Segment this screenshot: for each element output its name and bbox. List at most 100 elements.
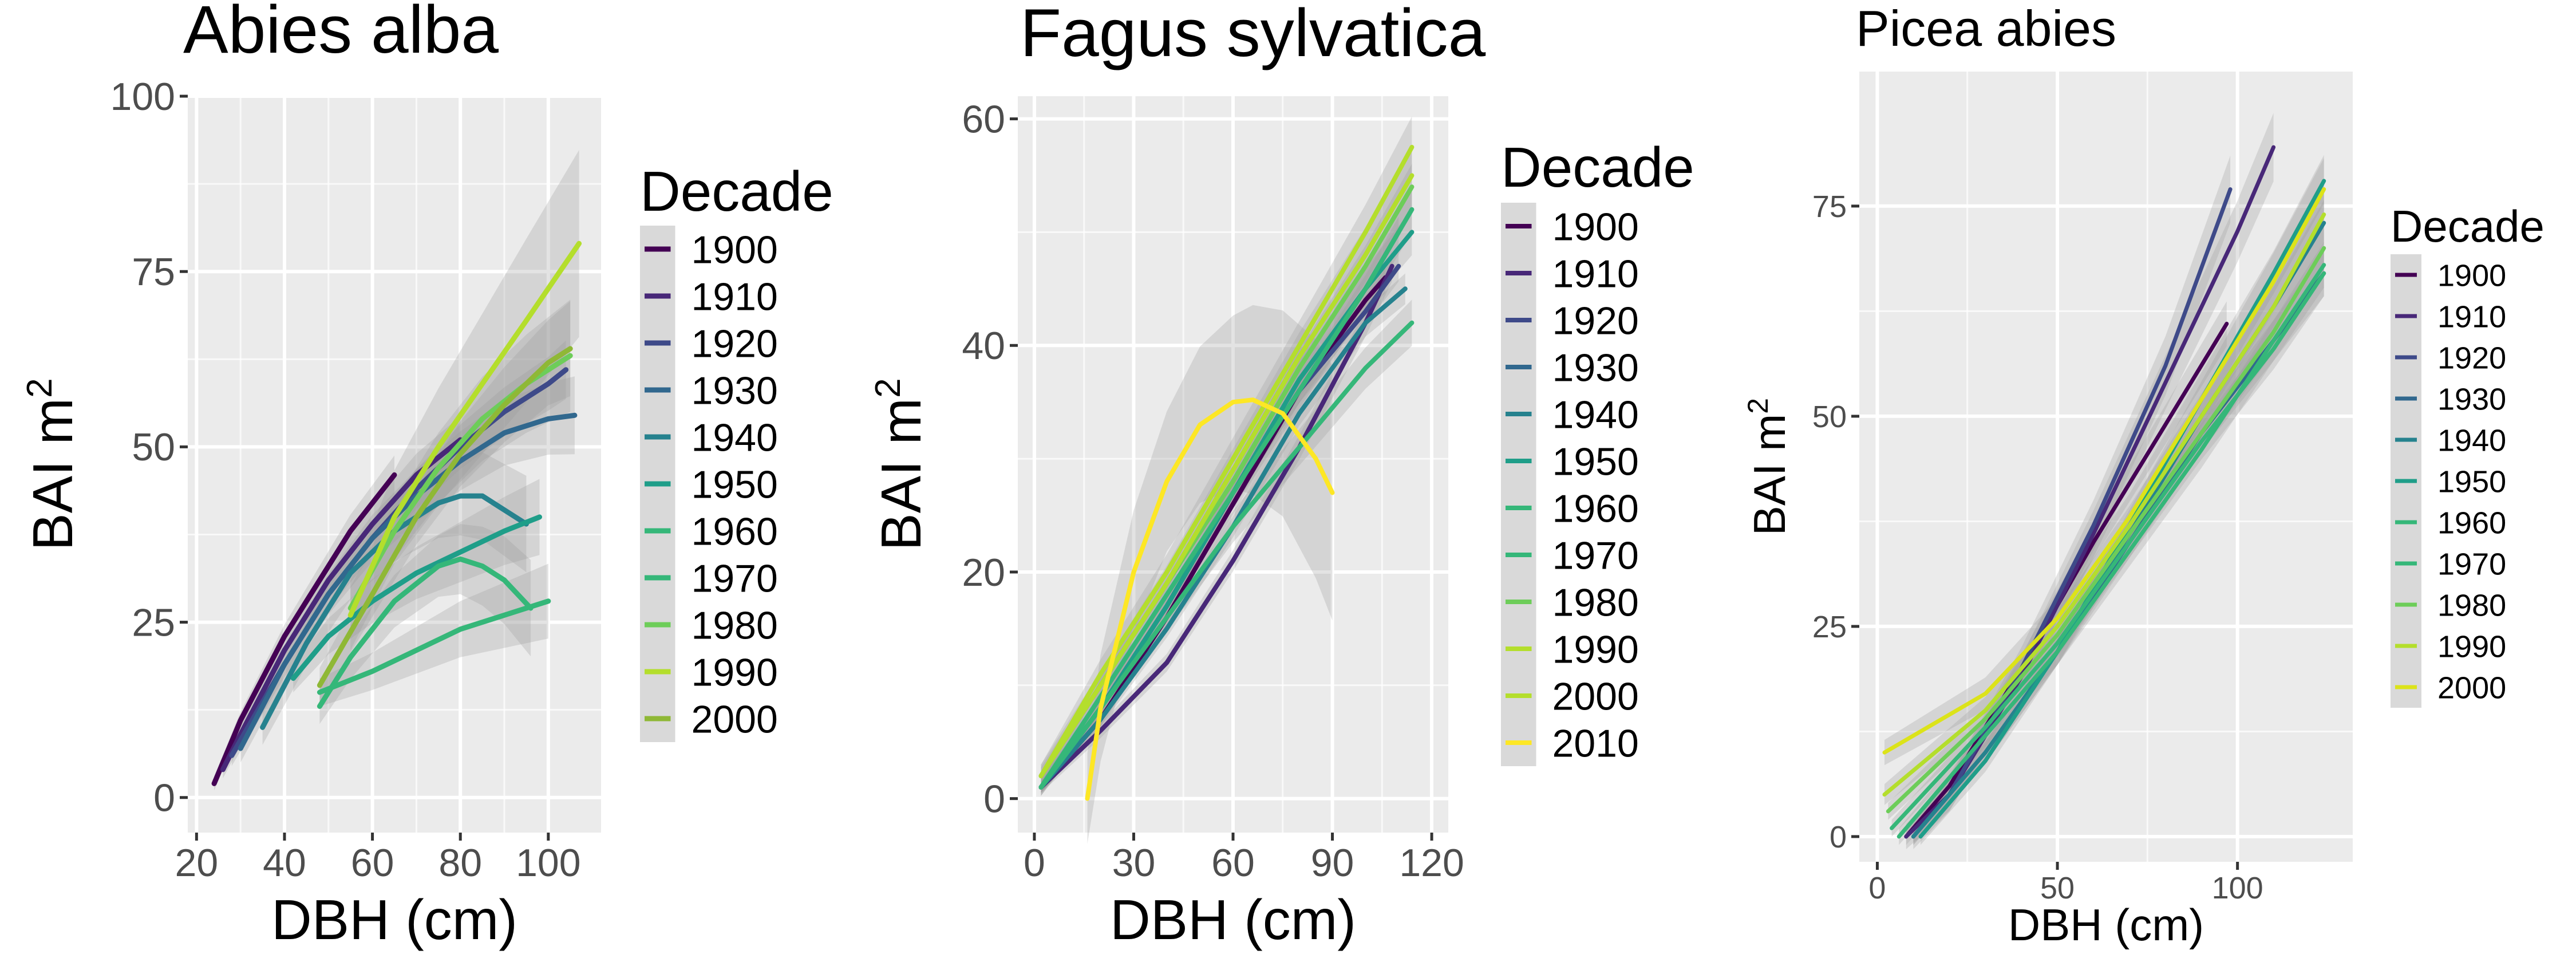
y-axis-title-superscript: 2 xyxy=(868,378,908,397)
series-line-1900 xyxy=(211,472,397,786)
legend-label-1920: 1920 xyxy=(692,322,778,365)
confidence-band-1980 xyxy=(350,299,571,629)
x-tick-label: 50 xyxy=(2040,871,2075,905)
confidence-band-1940 xyxy=(262,452,527,745)
series-lines xyxy=(1038,145,1415,801)
legend-label-1960: 1960 xyxy=(1552,487,1639,530)
y-axis-title-superscript: 2 xyxy=(1742,398,1774,414)
series-lines xyxy=(211,240,582,786)
gridlines xyxy=(188,94,601,833)
legend-label-1940: 1940 xyxy=(692,416,778,459)
legend-label-1910: 1910 xyxy=(2437,299,2506,334)
plot-background xyxy=(1859,72,2353,862)
x-tick-label: 30 xyxy=(1112,841,1156,885)
legend-label-1960: 1960 xyxy=(2437,506,2506,540)
y-tick-label: 50 xyxy=(132,425,175,469)
y-tick-label: 25 xyxy=(1812,610,1847,644)
panel-fagus-sylvatica: 0 30 60 90 120 0 20 40 60 Fagus sylvatica DBH (c… xyxy=(868,0,1694,951)
y-axis-title-text: BAI m xyxy=(21,398,84,551)
confidence-band-1940 xyxy=(1041,273,1405,793)
legend-label-1920: 1920 xyxy=(1552,299,1639,342)
series-line-2000 xyxy=(1882,187,2326,755)
series-line-1970 xyxy=(1038,207,1415,790)
series-line-1960 xyxy=(317,556,534,709)
series-line-1990 xyxy=(347,240,582,618)
legend-items: 1900191019201930194019501960197019801990… xyxy=(2391,254,2506,708)
confidence-band-1980 xyxy=(1041,164,1412,784)
confidence-band-1930 xyxy=(240,376,575,763)
legend-items: 1900191019201930194019501960197019801990… xyxy=(1501,203,1639,766)
legend-title: Decade xyxy=(640,160,833,223)
y-tick-label: 75 xyxy=(132,250,175,294)
y-axis-title: BAI m2 xyxy=(1742,398,1795,535)
legend-title: Decade xyxy=(1501,136,1694,199)
legend-label-2000: 2000 xyxy=(2437,671,2506,705)
legend: Decade 190019101920193019401950196019701… xyxy=(640,160,833,742)
y-tick-label: 25 xyxy=(132,601,175,644)
legend-label-1950: 1950 xyxy=(1552,440,1639,483)
legend-label-1980: 1980 xyxy=(2437,588,2506,622)
x-tick-label: 40 xyxy=(263,841,306,885)
series-line-1950 xyxy=(290,514,542,681)
tick-labels: 0 30 60 90 120 0 20 40 60 xyxy=(962,97,1464,884)
legend-label-1970: 1970 xyxy=(1552,534,1639,577)
series-line-2000 xyxy=(317,346,573,688)
legend-label-2000: 2000 xyxy=(1552,675,1639,718)
confidence-band-1900 xyxy=(214,455,394,791)
x-tick-label: 80 xyxy=(438,841,482,885)
legend: Decade 190019101920193019401950196019701… xyxy=(2391,201,2545,708)
legend-label-1930: 1930 xyxy=(1552,346,1639,389)
legend-label-1990: 1990 xyxy=(692,650,778,694)
y-tick-label: 0 xyxy=(153,776,175,820)
legend-label-1910: 1910 xyxy=(692,275,778,318)
x-tick-label: 20 xyxy=(175,841,219,885)
y-axis-title-text: BAI m xyxy=(1744,414,1795,535)
series-line-1990 xyxy=(1038,173,1415,779)
legend-label-1900: 1900 xyxy=(1552,205,1639,249)
legend: Decade 190019101920193019401950196019701… xyxy=(1501,136,1694,766)
legend-items: 1900191019201930194019501960197019801990… xyxy=(640,226,778,742)
series-line-2010 xyxy=(1085,397,1335,801)
legend-label-1900: 1900 xyxy=(692,228,778,271)
series-line-1990 xyxy=(1882,212,2326,797)
legend-label-1910: 1910 xyxy=(1552,252,1639,295)
y-tick-label: 75 xyxy=(1812,190,1847,224)
x-tick-label: 90 xyxy=(1311,841,1354,885)
gridlines xyxy=(1018,96,1448,833)
legend-label-2000: 2000 xyxy=(692,697,778,741)
legend-label-1980: 1980 xyxy=(692,604,778,647)
x-tick-label: 0 xyxy=(1024,841,1045,885)
legend-label-1900: 1900 xyxy=(2437,258,2506,293)
panel-picea-abies: 0 50 100 0 25 50 75 Picea abies DBH (cm) BAI m… xyxy=(1742,0,2545,950)
tick-labels: 20 40 60 80 100 0 25 50 75 100 xyxy=(110,75,581,885)
legend-label-1950: 1950 xyxy=(692,463,778,506)
panel-abies-alba: 20 40 60 80 100 0 25 50 75 100 Abies alba DBH (cm… xyxy=(20,0,833,951)
series-line-1980 xyxy=(1886,246,2326,814)
legend-label-1950: 1950 xyxy=(2437,464,2506,499)
confidence-band-1920 xyxy=(1041,250,1399,793)
confidence-band-1970 xyxy=(1891,250,2324,837)
series-line-1970 xyxy=(1890,271,2326,830)
legend-label-1970: 1970 xyxy=(2437,547,2506,581)
y-tick-label: 50 xyxy=(1812,400,1847,434)
x-tick-label: 100 xyxy=(516,841,580,885)
series-line-1960 xyxy=(1897,263,2326,839)
y-tick-label: 60 xyxy=(962,97,1005,141)
legend-label-1960: 1960 xyxy=(692,510,778,553)
x-axis-title: DBH (cm) xyxy=(271,888,517,951)
legend-label-1940: 1940 xyxy=(1552,393,1639,436)
y-tick-label: 0 xyxy=(1830,820,1847,854)
legend-label-1990: 1990 xyxy=(2437,629,2506,664)
legend-label-1940: 1940 xyxy=(2437,423,2506,458)
x-axis-title: DBH (cm) xyxy=(2008,900,2204,950)
y-tick-label: 20 xyxy=(962,551,1005,594)
y-axis-title-superscript: 2 xyxy=(20,378,60,397)
series-lines xyxy=(1882,145,2326,839)
tick-labels: 0 50 100 0 25 50 75 xyxy=(1812,190,2263,905)
confidence-band-1900 xyxy=(1906,301,2227,845)
y-axis-title: BAI m2 xyxy=(20,378,84,550)
x-tick-label: 100 xyxy=(2212,871,2263,905)
y-axis-title-text: BAI m xyxy=(870,398,933,551)
legend-title: Decade xyxy=(2391,201,2545,251)
